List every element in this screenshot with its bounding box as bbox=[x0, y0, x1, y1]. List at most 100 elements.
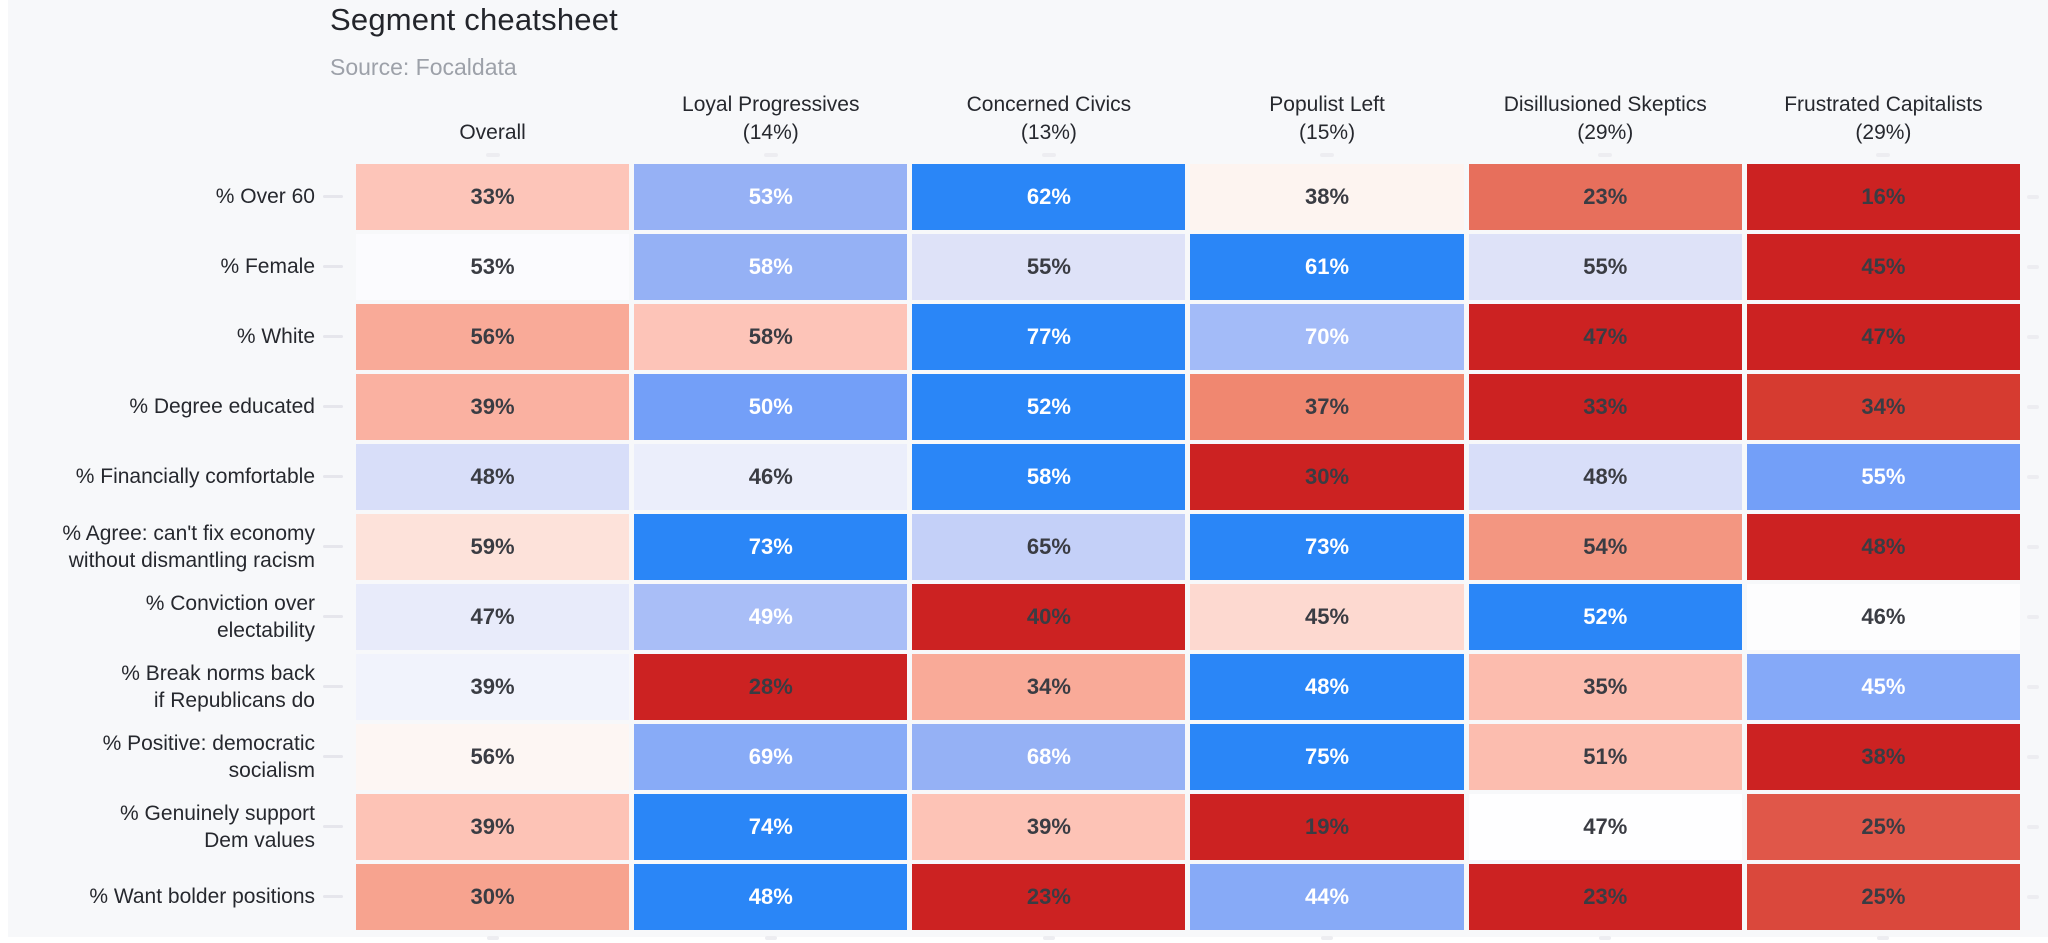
heatmap-cell: 39% bbox=[356, 654, 630, 720]
heatmap-cell: 23% bbox=[1468, 864, 1742, 930]
row-label: % Genuinely support Dem values bbox=[8, 794, 351, 860]
heatmap-grid: Overall Loyal Progressives (14%) Concerned … bbox=[8, 84, 2040, 942]
column-header-concerned-civics: Concerned Civics (13%) bbox=[912, 84, 1185, 160]
column-header-label: Concerned Civics bbox=[966, 93, 1132, 117]
heatmap-cell: 73% bbox=[1190, 514, 1464, 580]
column-header-label: Frustrated Capitalists bbox=[1784, 93, 1983, 117]
chart-canvas: Segment cheatsheet Source: Focaldata Ove… bbox=[8, 0, 2048, 940]
heatmap-cell: 45% bbox=[1746, 234, 2040, 300]
heatmap-cell: 35% bbox=[1468, 654, 1742, 720]
heatmap-cell: 38% bbox=[1746, 724, 2040, 790]
column-header-share: (29%) bbox=[1577, 120, 1634, 144]
heatmap-cell: 33% bbox=[356, 164, 630, 230]
column-header-populist-left: Populist Left (15%) bbox=[1190, 84, 1463, 160]
heatmap-cell: 47% bbox=[356, 584, 630, 650]
heatmap-cell: 25% bbox=[1746, 794, 2040, 860]
heatmap-cell: 34% bbox=[1746, 374, 2040, 440]
heatmap-cell: 55% bbox=[1746, 444, 2040, 510]
column-header-label: Populist Left bbox=[1269, 93, 1385, 117]
row-label: % Degree educated bbox=[8, 374, 351, 440]
heatmap-cell: 39% bbox=[912, 794, 1186, 860]
row-label: % Break norms back if Republicans do bbox=[8, 654, 351, 720]
heatmap-cell: 75% bbox=[1190, 724, 1464, 790]
heatmap-cell: 51% bbox=[1468, 724, 1742, 790]
heatmap-cell: 16% bbox=[1746, 164, 2040, 230]
heatmap-cell: 65% bbox=[912, 514, 1186, 580]
heatmap-cell: 55% bbox=[912, 234, 1186, 300]
heatmap-cell: 34% bbox=[912, 654, 1186, 720]
heatmap-cell: 48% bbox=[356, 444, 630, 510]
chart-title: Segment cheatsheet bbox=[330, 2, 618, 37]
heatmap-cell: 28% bbox=[634, 654, 908, 720]
heatmap-cell: 23% bbox=[912, 864, 1186, 930]
row-label: % White bbox=[8, 304, 351, 370]
heatmap-cell: 58% bbox=[634, 304, 908, 370]
column-header-frustrated-capitalists: Frustrated Capitalists (29%) bbox=[1747, 84, 2020, 160]
heatmap-cell: 47% bbox=[1468, 304, 1742, 370]
heatmap-cell: 39% bbox=[356, 794, 630, 860]
heatmap-cell: 69% bbox=[634, 724, 908, 790]
heatmap-cell: 37% bbox=[1190, 374, 1464, 440]
heatmap-cell: 39% bbox=[356, 374, 630, 440]
heatmap-cell: 48% bbox=[1468, 444, 1742, 510]
heatmap-cell: 62% bbox=[912, 164, 1186, 230]
heatmap-cell: 74% bbox=[634, 794, 908, 860]
column-header-loyal-progressives: Loyal Progressives (14%) bbox=[634, 84, 907, 160]
grid-corner-spacer bbox=[8, 84, 351, 160]
heatmap-cell: 48% bbox=[1190, 654, 1464, 720]
heatmap-cell: 25% bbox=[1746, 864, 2040, 930]
column-header-share: (14%) bbox=[742, 120, 799, 144]
heatmap-cell: 19% bbox=[1190, 794, 1464, 860]
axis-tick bbox=[356, 934, 629, 942]
axis-tick bbox=[1469, 934, 1742, 942]
column-header-overall: Overall bbox=[356, 84, 629, 160]
heatmap-cell: 53% bbox=[634, 164, 908, 230]
column-header-share: (29%) bbox=[1855, 120, 1912, 144]
heatmap-cell: 55% bbox=[1468, 234, 1742, 300]
heatmap-cell: 44% bbox=[1190, 864, 1464, 930]
chart-source: Source: Focaldata bbox=[330, 54, 517, 80]
row-label: % Want bolder positions bbox=[8, 864, 351, 930]
column-header-label: Overall bbox=[459, 120, 526, 144]
heatmap-cell: 38% bbox=[1190, 164, 1464, 230]
heatmap-cell: 54% bbox=[1468, 514, 1742, 580]
heatmap-cell: 73% bbox=[634, 514, 908, 580]
heatmap-cell: 48% bbox=[1746, 514, 2040, 580]
heatmap-cell: 70% bbox=[1190, 304, 1464, 370]
heatmap-cell: 30% bbox=[1190, 444, 1464, 510]
row-label: % Financially comfortable bbox=[8, 444, 351, 510]
heatmap-cell: 49% bbox=[634, 584, 908, 650]
heatmap-cell: 52% bbox=[912, 374, 1186, 440]
row-label: % Conviction over electability bbox=[8, 584, 351, 650]
heatmap-cell: 56% bbox=[356, 304, 630, 370]
heatmap-cell: 56% bbox=[356, 724, 630, 790]
heatmap-cell: 23% bbox=[1468, 164, 1742, 230]
heatmap-cell: 33% bbox=[1468, 374, 1742, 440]
heatmap-cell: 59% bbox=[356, 514, 630, 580]
heatmap-cell: 45% bbox=[1190, 584, 1464, 650]
heatmap-cell: 58% bbox=[634, 234, 908, 300]
column-header-label: Disillusioned Skeptics bbox=[1503, 93, 1707, 117]
heatmap-cell: 46% bbox=[634, 444, 908, 510]
heatmap-cell: 52% bbox=[1468, 584, 1742, 650]
column-header-share: (13%) bbox=[1020, 120, 1077, 144]
grid-footer-spacer bbox=[8, 934, 351, 942]
column-header-share: (15%) bbox=[1299, 120, 1356, 144]
heatmap-cell: 47% bbox=[1746, 304, 2040, 370]
heatmap-cell: 77% bbox=[912, 304, 1186, 370]
row-label: % Over 60 bbox=[8, 164, 351, 230]
heatmap-cell: 68% bbox=[912, 724, 1186, 790]
axis-tick bbox=[912, 934, 1185, 942]
row-label: % Female bbox=[8, 234, 351, 300]
heatmap-cell: 61% bbox=[1190, 234, 1464, 300]
axis-tick bbox=[1190, 934, 1463, 942]
row-label: % Positive: democratic socialism bbox=[8, 724, 351, 790]
heatmap-cell: 58% bbox=[912, 444, 1186, 510]
row-label: % Agree: can't fix economy without disma… bbox=[8, 514, 351, 580]
heatmap-cell: 40% bbox=[912, 584, 1186, 650]
axis-tick bbox=[634, 934, 907, 942]
column-header-disillusioned-skeptics: Disillusioned Skeptics (29%) bbox=[1469, 84, 1742, 160]
column-header-label: Loyal Progressives bbox=[682, 93, 860, 117]
heatmap-cell: 30% bbox=[356, 864, 630, 930]
heatmap-cell: 50% bbox=[634, 374, 908, 440]
